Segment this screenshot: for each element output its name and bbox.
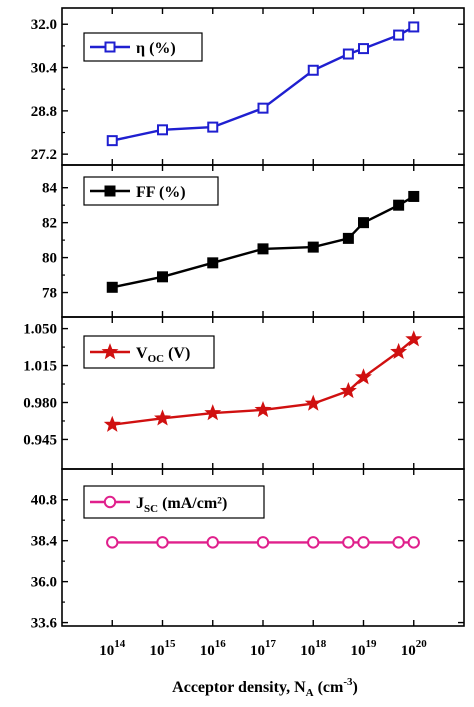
data-point-voc — [154, 409, 171, 426]
data-point-ff — [307, 241, 319, 253]
y-tick-label-jsc: 33.6 — [31, 616, 58, 632]
data-point-eta — [393, 29, 405, 41]
legend-label-ff: FF (%) — [136, 184, 186, 201]
data-point-ff — [408, 190, 420, 202]
legend-box-eta — [83, 32, 203, 62]
panel-jsc: 40.8 38.4 36.0 33.6 JSC (mA/cm²) — [31, 468, 465, 632]
legend-label-eta: η (%) — [136, 40, 176, 57]
y-tick-label-voc: 1.015 — [23, 359, 57, 375]
y-tick-label-ff: 80 — [42, 251, 57, 267]
data-point-voc — [304, 394, 322, 411]
data-point-eta — [408, 21, 420, 33]
y-tick-label-voc: 1.050 — [23, 322, 57, 338]
data-point-eta — [257, 102, 269, 114]
legend-marker-voc — [101, 343, 119, 360]
legend-marker-ff — [104, 185, 116, 197]
data-point-voc — [103, 415, 121, 432]
data-point-ff — [106, 281, 118, 293]
data-point-eta — [307, 64, 319, 76]
data-point-voc — [254, 400, 272, 418]
x-tick-label: 1015 — [150, 638, 177, 659]
data-point-jsc — [357, 536, 370, 549]
data-point-voc — [339, 381, 357, 399]
data-point-eta — [342, 48, 354, 60]
x-tick-label: 1018 — [300, 638, 327, 659]
data-point-eta — [207, 121, 219, 133]
x-axis-label: Acceptor density, NA (cm-3) — [172, 676, 358, 699]
data-point-ff — [207, 257, 219, 269]
data-point-ff — [358, 217, 369, 229]
y-tick-label-eta: 28.8 — [31, 104, 57, 120]
data-point-voc — [355, 368, 372, 385]
y-tick-label-voc: 0.945 — [23, 432, 57, 448]
y-tick-label-eta: 32.0 — [31, 17, 57, 33]
y-tick-label-jsc: 38.4 — [31, 534, 58, 550]
panel-eta: 32.0 30.4 28.8 27.2 η (%) — [31, 7, 465, 166]
data-point-ff — [342, 232, 354, 244]
data-point-ff — [157, 271, 168, 283]
data-point-ff — [393, 199, 405, 211]
data-point-jsc — [206, 536, 219, 549]
data-point-jsc — [407, 536, 420, 549]
data-point-jsc — [342, 536, 355, 549]
data-point-jsc — [156, 536, 169, 549]
legend-label-voc: VOC (V) — [136, 345, 190, 365]
panel-voc: 1.050 1.015 0.980 0.945 VOC (V) — [23, 316, 465, 470]
data-point-voc — [405, 330, 423, 347]
y-tick-label-eta: 27.2 — [31, 147, 57, 163]
data-point-ff — [257, 243, 269, 255]
legend-marker-eta — [104, 41, 116, 53]
panel-ff: 84 82 80 78 FF (%) — [42, 164, 465, 318]
data-point-eta — [106, 135, 118, 147]
legend-marker-jsc — [103, 495, 117, 509]
data-point-eta — [358, 43, 369, 55]
x-tick-label: 1016 — [200, 638, 227, 659]
data-point-jsc — [106, 536, 119, 549]
y-tick-label-voc: 0.980 — [23, 396, 57, 412]
y-tick-label-eta: 30.4 — [31, 61, 58, 77]
data-point-voc — [204, 404, 222, 421]
data-point-jsc — [392, 536, 405, 549]
data-point-jsc — [256, 536, 270, 549]
data-point-eta — [157, 124, 168, 136]
x-tick-label: 1020 — [401, 638, 428, 659]
x-axis: 1014 1015 1016 1017 1018 1019 1020 — [99, 638, 427, 659]
y-tick-label-ff: 84 — [42, 181, 58, 197]
y-tick-label-jsc: 40.8 — [31, 493, 57, 509]
data-point-voc — [390, 342, 408, 360]
x-tick-label: 1019 — [351, 638, 378, 659]
legend-label-jsc: JSC (mA/cm²) — [136, 495, 227, 515]
y-tick-label-ff: 82 — [42, 216, 57, 232]
chart-panels: 32.0 30.4 28.8 27.2 η (%) 84 82 80 78 FF (%) 1.050… — [23, 7, 465, 632]
x-tick-label: 1014 — [99, 638, 126, 659]
x-tick-label: 1017 — [250, 638, 277, 659]
data-point-jsc — [307, 536, 320, 549]
y-tick-label-ff: 78 — [42, 286, 57, 302]
y-tick-label-jsc: 36.0 — [31, 575, 57, 591]
